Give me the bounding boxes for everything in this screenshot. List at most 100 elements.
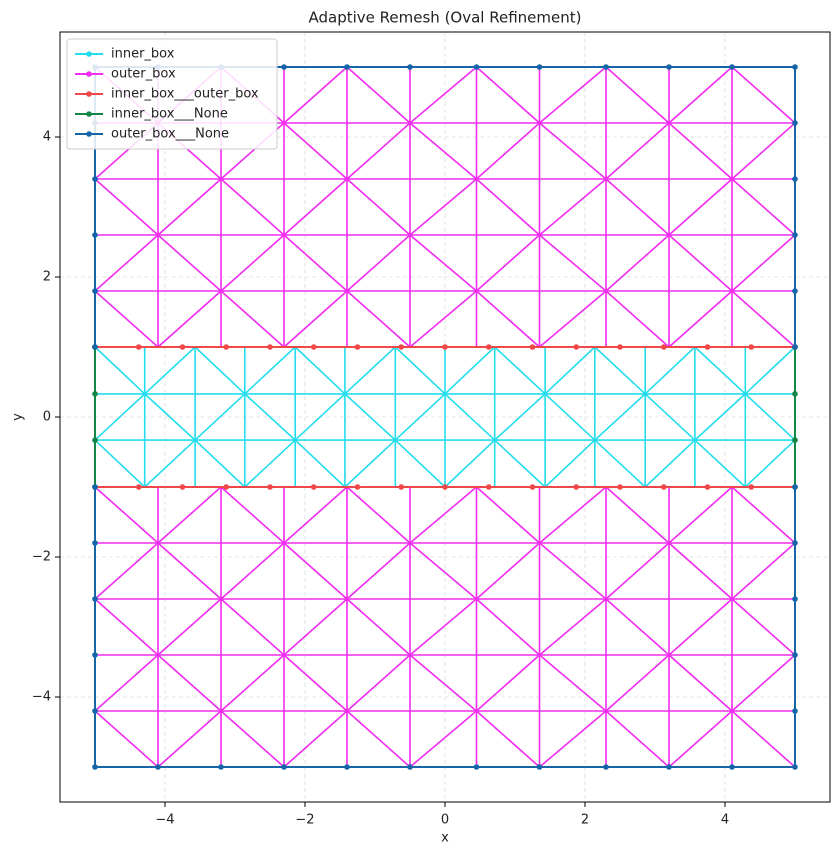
mesh-edge [538,66,607,124]
mesh-edge [494,439,546,488]
mesh-edge [494,393,546,441]
mesh-edge [538,486,607,544]
mesh-edge [409,178,478,236]
point [92,484,98,490]
point [792,437,798,443]
point [748,344,755,350]
mesh-edge [538,710,607,768]
mesh-edge [731,486,796,544]
y-tick-label: 2 [43,270,51,285]
legend-marker [86,51,92,57]
mesh-edge [475,234,541,292]
point [704,484,711,490]
mesh-edge [475,122,541,180]
point [92,391,98,397]
mesh-edge [144,393,196,441]
legend-label: outer_box [111,67,176,82]
mesh-edge [294,439,346,488]
legend-marker [86,131,92,137]
mesh-edge [157,234,222,292]
mesh-edge [668,486,733,544]
legend-label: inner_box [111,47,175,62]
x-tick-label: 2 [581,813,589,828]
point [442,484,448,490]
mesh-edge [157,598,222,656]
mesh-edge [475,290,541,348]
point [485,484,492,490]
mesh-edge [668,66,733,124]
mesh-edge [731,178,796,236]
legend-label: inner_box___outer_box [111,87,259,102]
mesh-edge [409,122,478,180]
mesh-edge [94,346,146,395]
mesh-edge [409,66,478,124]
point [135,344,142,350]
point [179,484,186,490]
mesh-edge [409,542,478,600]
mesh-edge [744,346,796,395]
mesh-edge [220,654,285,712]
y-tick-label: 0 [43,410,51,425]
mesh-edge [668,710,733,768]
point [617,344,623,350]
mesh-edge [220,542,285,600]
mesh-edge [731,710,796,768]
x-tick-label: −4 [155,813,174,828]
mesh-edge [594,393,646,441]
mesh-edge [346,542,411,600]
y-tick-label: −4 [32,690,51,705]
mesh-edge [538,290,607,348]
mesh-edge [475,178,541,236]
mesh-edge [94,234,159,292]
mesh-edge [731,234,796,292]
mesh-edge [283,710,348,768]
point [792,540,798,546]
point [792,120,798,126]
mesh-edge [94,393,146,441]
mesh-edge [346,122,411,180]
mesh-edge [668,122,733,180]
point [155,764,161,770]
mesh-edge [344,346,396,395]
mesh-edge [94,178,159,236]
mesh-edge [94,290,159,348]
mesh-edge [283,290,348,348]
mesh-edge [220,486,285,544]
mesh-edge [409,710,478,768]
point [354,484,361,490]
point [267,344,273,350]
mesh-edge [605,598,670,656]
point [92,344,98,350]
point [310,484,317,490]
mesh-edge [694,439,746,488]
mesh-edge [694,393,746,441]
legend-label: outer_box___None [111,127,229,142]
point [485,344,492,350]
mesh-edge [283,542,348,600]
mesh-edge [409,290,478,348]
point [398,344,405,350]
mesh-edge [605,486,670,544]
mesh-edge [346,598,411,656]
mesh-edge [220,290,285,348]
mesh-edge [94,710,159,768]
legend-box [66,38,278,150]
mesh-edge [157,178,222,236]
mesh-edge [409,234,478,292]
mesh-edge [668,178,733,236]
mesh-edge [394,393,446,441]
mesh-edge [94,654,159,712]
point [792,391,798,397]
point [344,764,350,770]
mesh-edge [444,439,496,488]
x-tick-label: 4 [721,813,729,828]
point [617,484,623,490]
point [536,64,543,70]
point [398,484,405,490]
mesh-edge [494,346,546,395]
point [748,484,755,490]
mesh-edge [668,234,733,292]
point [223,344,230,350]
mesh-edge [144,439,196,488]
point [92,596,98,602]
